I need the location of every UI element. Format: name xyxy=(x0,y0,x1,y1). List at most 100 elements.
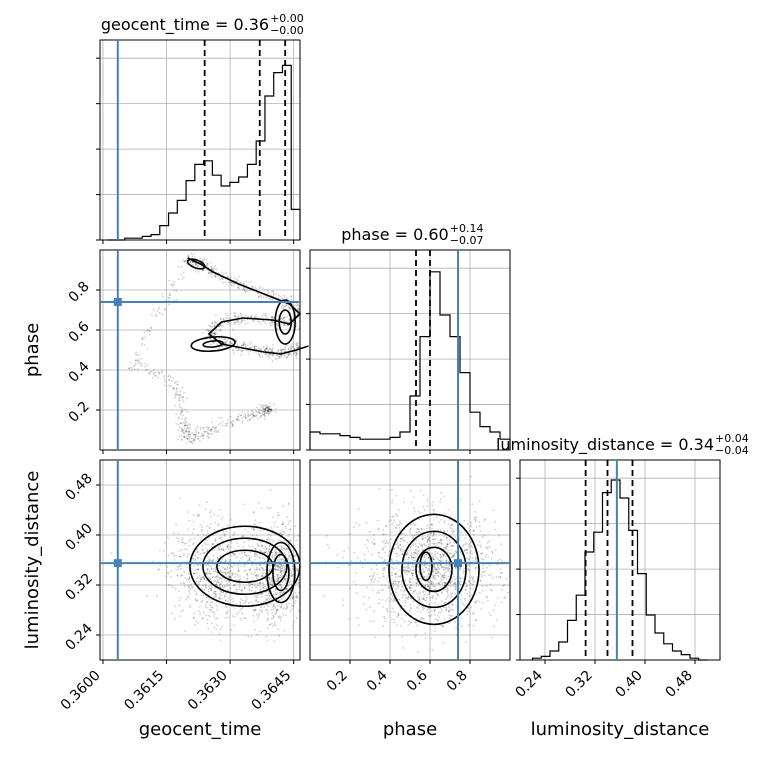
sample-point xyxy=(392,568,395,570)
sample-point xyxy=(269,489,272,491)
sample-point xyxy=(266,347,268,350)
sample-point xyxy=(208,615,211,618)
sample-point xyxy=(283,324,286,326)
sample-point xyxy=(210,273,213,276)
sample-point xyxy=(444,582,447,584)
sample-point xyxy=(443,602,446,604)
sample-point xyxy=(277,574,279,576)
sample-point xyxy=(466,549,469,551)
sample-point xyxy=(443,601,446,604)
sample-point xyxy=(268,406,270,408)
contour-line xyxy=(186,258,206,270)
sample-point xyxy=(205,258,208,261)
sample-point xyxy=(218,337,221,339)
sample-point xyxy=(442,566,444,569)
sample-point xyxy=(297,307,299,310)
sample-point xyxy=(408,571,411,573)
sample-point xyxy=(465,552,467,554)
sample-point xyxy=(220,594,222,597)
sample-point xyxy=(167,536,170,539)
sample-point xyxy=(250,314,253,317)
sample-point xyxy=(172,280,175,283)
sample-point xyxy=(236,417,239,420)
sample-point xyxy=(267,412,270,415)
sample-point xyxy=(368,596,370,599)
sample-point xyxy=(298,345,301,348)
sample-point xyxy=(237,415,240,418)
sample-point xyxy=(264,578,267,580)
sample-point xyxy=(443,574,446,577)
sample-point xyxy=(171,586,174,588)
sample-point xyxy=(440,608,443,610)
sample-point xyxy=(226,545,229,547)
sample-point xyxy=(440,518,443,521)
sample-point xyxy=(451,614,454,617)
sample-point xyxy=(419,601,422,603)
sample-point xyxy=(213,549,215,552)
sample-point xyxy=(194,429,197,431)
sample-point xyxy=(272,293,275,296)
sample-point xyxy=(472,560,475,562)
sample-point xyxy=(428,603,430,606)
sample-point xyxy=(468,610,470,613)
sample-point xyxy=(407,556,410,559)
sample-point xyxy=(258,353,261,356)
sample-point xyxy=(172,387,174,390)
sample-point xyxy=(191,261,194,264)
sample-point xyxy=(263,569,266,572)
sample-point xyxy=(220,591,223,594)
sample-point xyxy=(454,586,457,588)
sample-point xyxy=(221,577,224,580)
sample-point xyxy=(271,290,273,293)
sample-point xyxy=(410,621,413,624)
sample-point xyxy=(444,571,447,573)
sample-point xyxy=(469,551,472,554)
sample-point xyxy=(212,543,215,546)
sample-point xyxy=(471,546,473,549)
sample-point xyxy=(448,609,450,612)
sample-point xyxy=(181,395,184,398)
sample-point xyxy=(409,569,412,571)
sample-point xyxy=(206,559,208,562)
panel-title-phase: phase = 0.60 +0.14−0.07 xyxy=(341,222,483,247)
sample-point xyxy=(248,557,251,559)
sample-point xyxy=(479,544,482,547)
sample-point xyxy=(179,412,182,414)
contour-line xyxy=(401,530,467,609)
sample-point xyxy=(215,430,218,433)
sample-point xyxy=(228,281,230,284)
sample-point xyxy=(392,582,395,585)
sample-point xyxy=(136,368,139,371)
sample-point xyxy=(237,348,240,351)
sample-point xyxy=(437,604,440,606)
sample-point xyxy=(256,320,259,323)
sample-point xyxy=(176,390,178,392)
sample-point xyxy=(438,571,440,574)
sample-point xyxy=(255,574,257,577)
sample-point xyxy=(273,605,276,608)
sample-point xyxy=(224,571,227,574)
sample-point xyxy=(263,414,266,417)
sample-point xyxy=(373,542,376,545)
sample-point xyxy=(208,558,211,561)
sample-point xyxy=(297,304,299,307)
sample-point xyxy=(287,347,290,350)
sample-point xyxy=(409,585,412,588)
sample-point xyxy=(468,558,470,560)
sample-point xyxy=(472,611,475,613)
sample-point xyxy=(418,577,421,580)
sample-point xyxy=(297,581,300,584)
sample-point xyxy=(187,585,190,588)
sample-point xyxy=(280,586,283,589)
sample-point xyxy=(183,392,185,394)
sample-point xyxy=(441,574,444,576)
sample-point xyxy=(288,602,290,605)
sample-point xyxy=(254,590,257,593)
sample-point xyxy=(290,570,293,573)
sample-point xyxy=(376,519,379,522)
sample-point xyxy=(432,558,435,560)
sample-point xyxy=(265,547,268,549)
sample-point xyxy=(446,536,448,539)
sample-point xyxy=(209,589,212,591)
sample-point xyxy=(371,553,374,556)
